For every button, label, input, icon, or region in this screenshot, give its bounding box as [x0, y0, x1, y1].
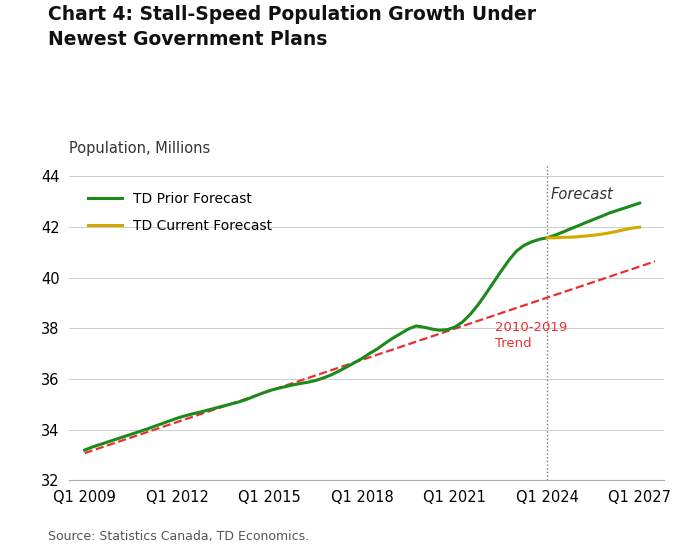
Text: Forecast: Forecast: [551, 187, 614, 201]
Text: Chart 4: Stall-Speed Population Growth Under
Newest Government Plans: Chart 4: Stall-Speed Population Growth U…: [48, 5, 536, 49]
Text: Population, Millions: Population, Millions: [69, 141, 210, 156]
Legend: TD Prior Forecast, TD Current Forecast: TD Prior Forecast, TD Current Forecast: [82, 187, 278, 238]
Text: Source: Statistics Canada, TD Economics.: Source: Statistics Canada, TD Economics.: [48, 530, 309, 543]
Text: 2010-2019
Trend: 2010-2019 Trend: [495, 321, 567, 350]
